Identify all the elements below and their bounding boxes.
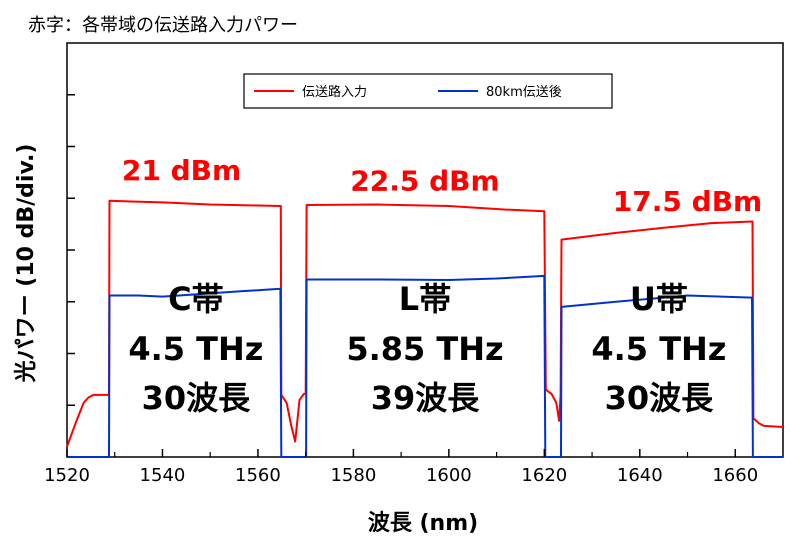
input-power-note: 赤字：各帯域の伝送路入力パワー xyxy=(28,15,298,36)
power-label: 17.5 dBm xyxy=(613,185,762,218)
x-tick-label: 1540 xyxy=(140,465,186,486)
x-tick-label: 1580 xyxy=(330,465,376,486)
x-tick-label: 1660 xyxy=(712,465,758,486)
legend-label: 伝送路入力 xyxy=(302,84,367,100)
x-tick-label: 1620 xyxy=(521,465,567,486)
band-label-line: 5.85 THz xyxy=(346,330,503,368)
x-axis-title: 波長 (nm) xyxy=(368,511,478,536)
series-layer xyxy=(66,199,784,458)
x-tick-label: 1560 xyxy=(235,465,281,486)
band-label-line: U帯 xyxy=(630,280,688,318)
band-label-line: 4.5 THz xyxy=(591,330,726,368)
x-axis-ticks: 1520 1540 1560 1580 1600 1620 1640 1660 xyxy=(44,449,758,486)
power-labels: 21 dBm 22.5 dBm 17.5 dBm xyxy=(122,154,762,218)
y-axis-ticks xyxy=(67,94,75,406)
y-axis-title: 光パワー (10 dB/div.) xyxy=(14,144,39,384)
band-label-line: 39波長 xyxy=(371,379,481,417)
power-label: 21 dBm xyxy=(122,154,241,187)
legend-label: 80km伝送後 xyxy=(486,85,562,100)
band-label-line: C帯 xyxy=(168,280,224,318)
power-label: 22.5 dBm xyxy=(350,164,499,197)
band-labels: C帯 4.5 THz 30波長 L帯 5.85 THz 39波長 U帯 4.5 THz 30波長 xyxy=(128,280,726,417)
band-label-line: 30波長 xyxy=(605,379,715,417)
band-label-line: 4.5 THz xyxy=(128,330,263,368)
x-tick-label: 1600 xyxy=(426,465,472,486)
band-label-line: L帯 xyxy=(399,280,451,318)
x-tick-label: 1520 xyxy=(44,465,90,486)
x-tick-label: 1640 xyxy=(617,465,663,486)
band-label-line: 30波長 xyxy=(142,379,252,417)
legend: 伝送路入力 80km伝送後 xyxy=(243,73,613,109)
series-line-2 xyxy=(67,274,783,458)
legend-box xyxy=(243,73,613,109)
